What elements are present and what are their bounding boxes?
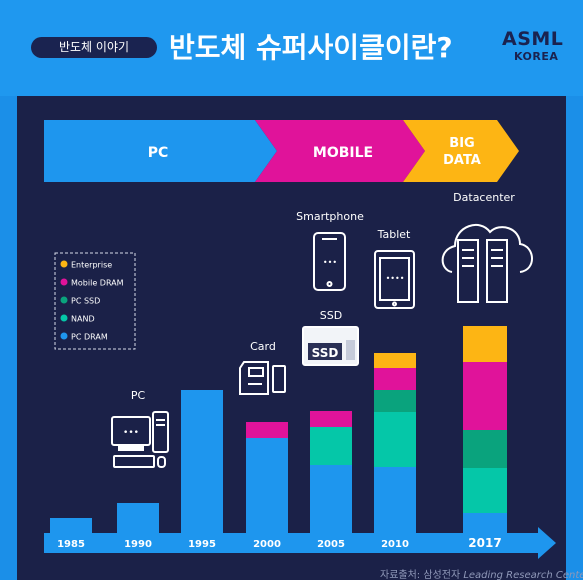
bar-segment xyxy=(374,467,416,533)
era-bigdata-arrow xyxy=(403,120,519,182)
legend-swatch xyxy=(60,296,68,304)
x-tick-label: 1985 xyxy=(57,539,85,550)
bar-segment xyxy=(374,368,416,390)
x-tick-label: 1995 xyxy=(188,539,216,550)
asml-logo-sub: KOREA xyxy=(514,50,559,63)
bar-segment xyxy=(50,518,92,533)
x-tick-label: 2017 xyxy=(468,536,501,550)
x-tick-label: 1990 xyxy=(124,539,152,550)
bar-segment xyxy=(181,390,223,533)
device-label-ssd: SSD xyxy=(320,309,342,322)
svg-text:•••: ••• xyxy=(323,258,337,267)
device-label-datacenter: Datacenter xyxy=(453,191,515,204)
legend-swatch xyxy=(60,278,68,286)
bars-group xyxy=(50,326,507,533)
era-bigdata-label: BIG DATA xyxy=(443,136,481,168)
source-note: 자료출처: 삼성전자 Leading Research Center xyxy=(380,570,583,580)
bar-segment xyxy=(310,427,352,465)
x-tick-label: 2000 xyxy=(253,539,281,550)
era-mobile-label: MOBILE xyxy=(313,145,373,161)
card-icon xyxy=(239,361,286,395)
smartphone-icon: ••• xyxy=(313,232,346,291)
datacenter-icon xyxy=(441,224,533,303)
page-title: 반도체 슈퍼사이클이란? xyxy=(169,31,453,64)
bar-segment xyxy=(463,430,507,468)
bar-segment xyxy=(463,513,507,533)
era-pc-arrow xyxy=(44,120,277,182)
legend-label: Mobile DRAM xyxy=(71,279,124,288)
bar-segment xyxy=(463,362,507,430)
legend-label: PC SSD xyxy=(71,297,100,306)
legend-swatch xyxy=(60,314,68,322)
asml-logo: ASML xyxy=(502,28,564,50)
ssd-icon: SSD xyxy=(302,326,359,366)
bar-segment xyxy=(310,411,352,427)
x-tick-label: 2010 xyxy=(381,539,409,550)
era-mobile-arrow xyxy=(255,120,425,182)
bar-segment xyxy=(374,353,416,368)
timeline-axis xyxy=(44,527,556,559)
legend: Enterprise Mobile DRAM PC SSD NAND PC DRAM xyxy=(54,252,136,350)
pc-icon: ••• xyxy=(111,411,169,468)
legend-label: NAND xyxy=(71,315,95,324)
bar-segment xyxy=(246,438,288,533)
device-label-card: Card xyxy=(250,340,276,353)
x-tick-label: 2005 xyxy=(317,539,345,550)
svg-text:••••: •••• xyxy=(386,274,405,283)
device-label-tablet: Tablet xyxy=(377,228,411,241)
bar-segment xyxy=(246,422,288,438)
svg-text:SSD: SSD xyxy=(312,346,339,360)
tablet-icon: •••• xyxy=(374,250,415,309)
legend-label: Enterprise xyxy=(71,261,112,270)
legend-label: PC DRAM xyxy=(71,333,108,342)
bar-segment xyxy=(374,412,416,467)
legend-swatch xyxy=(60,332,68,340)
bar-segment xyxy=(463,468,507,513)
legend-swatch xyxy=(60,260,68,268)
series-tag: 반도체 이야기 xyxy=(31,37,157,58)
bar-segment xyxy=(463,326,507,362)
device-label-smartphone: Smartphone xyxy=(296,210,364,223)
era-pc-label: PC xyxy=(148,145,169,161)
era-banner: PC MOBILE BIG DATA xyxy=(44,120,519,182)
device-label-pc: PC xyxy=(131,389,146,402)
bar-segment xyxy=(374,390,416,412)
svg-text:•••: ••• xyxy=(123,428,139,438)
tick-labels: 1985 1990 1995 2000 2005 2010 2017 xyxy=(57,536,502,550)
bar-segment xyxy=(117,503,159,533)
bar-segment xyxy=(310,465,352,533)
